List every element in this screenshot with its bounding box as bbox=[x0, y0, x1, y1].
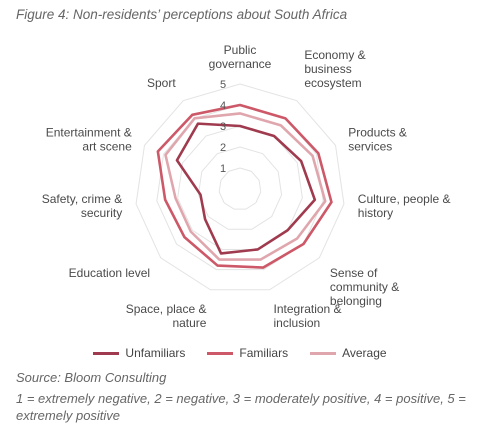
grid-ring-3 bbox=[177, 125, 303, 250]
grid-ring-5 bbox=[135, 83, 345, 291]
series-line-unfamiliars bbox=[175, 122, 317, 255]
axis-label-2: Products & services bbox=[348, 126, 407, 154]
axis-label-7: Education level bbox=[69, 266, 150, 280]
tick-label-4: 4 bbox=[220, 100, 226, 112]
axis-label-10: Sport bbox=[147, 76, 176, 90]
legend: Unfamiliars Familiars Average bbox=[0, 346, 480, 360]
axis-label-6: Space, place & nature bbox=[126, 302, 207, 330]
radar-series bbox=[156, 103, 333, 269]
legend-label-familiars: Familiars bbox=[239, 346, 289, 360]
axis-label-0: Public governance bbox=[209, 43, 272, 71]
tick-label-3: 3 bbox=[220, 121, 226, 133]
legend-swatch-unfamiliars bbox=[93, 351, 120, 355]
legend-item-average: Average bbox=[310, 346, 387, 360]
axis-label-1: Economy & business ecosystem bbox=[304, 48, 365, 90]
radar-grid bbox=[135, 83, 345, 291]
axis-label-4: Sense of community & belonging bbox=[330, 266, 399, 308]
grid-ring-1 bbox=[218, 167, 262, 210]
tick-label-1: 1 bbox=[220, 163, 226, 175]
axis-label-9: Entertainment & art scene bbox=[46, 126, 132, 154]
legend-swatch-familiars bbox=[207, 351, 234, 355]
legend-label-unfamiliars: Unfamiliars bbox=[125, 346, 186, 360]
tick-label-2: 2 bbox=[220, 142, 226, 154]
radar-chart: 1 2 3 4 5 Public governance Economy & business e… bbox=[42, 43, 451, 330]
scale-note: 1 = extremely negative, 2 = negative, 3 … bbox=[16, 391, 466, 423]
tick-label-5: 5 bbox=[220, 79, 226, 91]
series-line-average bbox=[164, 112, 327, 261]
source-note: Source: Bloom Consulting bbox=[16, 370, 167, 385]
series-line-familiars bbox=[156, 103, 333, 269]
axis-label-3: Culture, people & history bbox=[358, 192, 451, 220]
legend-item-familiars: Familiars bbox=[207, 346, 288, 360]
legend-item-unfamiliars: Unfamiliars bbox=[93, 346, 185, 360]
radar-ticks: 1 2 3 4 5 bbox=[220, 79, 226, 175]
axis-label-5: Integration & inclusion bbox=[274, 302, 342, 330]
legend-swatch-average bbox=[310, 351, 337, 355]
axis-label-8: Safety, crime & security bbox=[42, 192, 122, 220]
grid-ring-4 bbox=[156, 104, 324, 271]
radar-axis-labels: Public governance Economy & business ecosyst… bbox=[42, 43, 451, 330]
legend-label-average: Average bbox=[342, 346, 387, 360]
figure-title: Figure 4: Non-residents’ perceptions abo… bbox=[16, 7, 348, 22]
grid-ring-2 bbox=[197, 146, 283, 230]
